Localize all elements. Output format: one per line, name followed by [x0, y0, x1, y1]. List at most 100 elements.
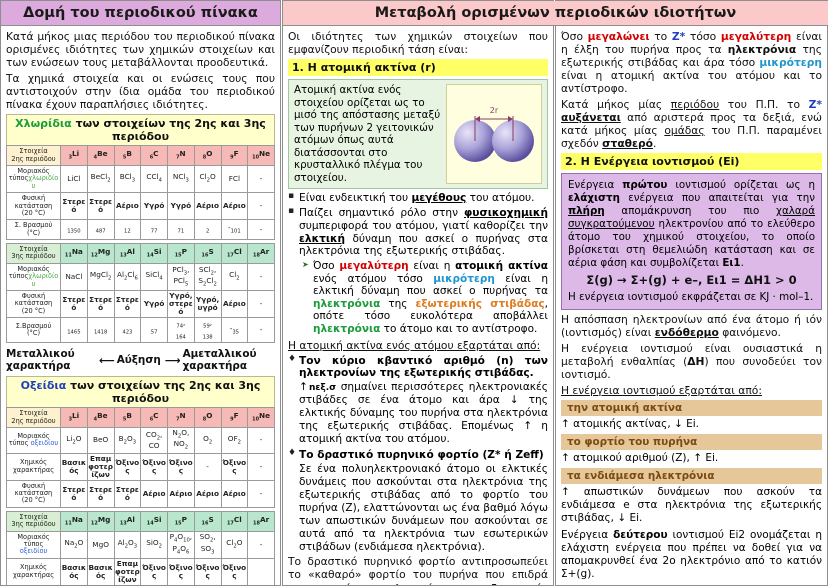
- section-1-heading: 1. Η ατομική ακτίνα (r): [288, 59, 548, 77]
- table-cell: Όξινος: [167, 452, 195, 481]
- table-cell: -: [247, 530, 275, 559]
- element-header-2: 5B: [113, 145, 142, 167]
- table-cell: Υγρό: [140, 289, 168, 319]
- row-header-0: Μοριακός τύποςχλωριδίου: [6, 165, 61, 194]
- ie-depends-heading: Η ενέργεια ιοντισμού εξαρτάται από:: [561, 383, 762, 397]
- element-header-6: 9F: [220, 407, 249, 429]
- rp1c: το: [649, 30, 672, 43]
- table-cell: Στερεό: [113, 479, 142, 508]
- table-cell: Όξινος: [140, 452, 168, 481]
- table-cell: Αέριο: [220, 289, 249, 319]
- ie-definition-text: Ενέργεια πρώτου ιοντισμού ορίζεται ως η …: [568, 179, 815, 269]
- table-cell: OF2: [220, 427, 249, 454]
- element-header-7: 10Ne: [247, 407, 275, 429]
- table-cell: Cl2: [220, 262, 249, 291]
- ie-factor-nuclear-charge: το φορτίο του πυρήνα: [561, 434, 822, 451]
- table-cell: -: [247, 427, 275, 454]
- chlorides-trend-mid: Αύξηση: [116, 354, 161, 367]
- table-cell: 2: [193, 219, 222, 241]
- table-cell: Cl2O: [220, 530, 249, 559]
- chlorides-table-block: Χλωρίδια των στοιχείων της 2ης και 3ης π…: [6, 114, 275, 344]
- pi: ηλεκτρονίου από το ελεύθερο άτομο του χη…: [568, 218, 815, 269]
- pa: Ενέργεια: [568, 179, 623, 192]
- ar10: εξωτερικής στιβάδας: [415, 297, 545, 310]
- table-row: Σ. Βρασμού (°C) 1350 487 12 77 71 2 -101-: [6, 219, 275, 241]
- ie-unit-line: Η ενέργεια ιοντισμού εκφράζεται σε ΚJ · …: [568, 290, 814, 303]
- table-cell: 423: [113, 317, 142, 344]
- element-header-2: 13Al: [113, 510, 142, 532]
- element-header-1: 12Mg: [86, 243, 115, 264]
- element-header-7: 18Ar: [247, 510, 275, 532]
- b1a: Είναι ενδεικτική του: [299, 192, 412, 205]
- ar7: είναι η ελκτική δύναμη που ασκεί ο πυρήν…: [313, 272, 549, 298]
- chlorides-period2-table: Στοιχεία 2ης περιόδου 3Li 4Be 5B 6C 7N 8O 9F 10Ne…: [6, 145, 275, 241]
- table-row: Μοριακός τύποςχλωριδίου LiCl BeCl2 BCl3 CCl4 N…: [6, 165, 275, 194]
- pk: .: [740, 256, 744, 269]
- rp2i: του Π.Π. παραμένει σχεδόν: [561, 124, 822, 151]
- table-cell: NCl3: [167, 165, 195, 194]
- b2c: συμπεριφορά του ατόμου, γιατί καθορίζει …: [299, 219, 548, 232]
- atom-radius-figure: 2r: [446, 84, 542, 185]
- pe: ενέργεια που απαιτείται για την: [619, 192, 815, 205]
- element-header-1: 4Be: [86, 145, 115, 167]
- table-cell: Βασικός: [60, 557, 88, 585]
- table-cell: Όξινος: [113, 452, 142, 481]
- table-cell: Αέριο: [220, 192, 249, 221]
- atomic-radius-relation: Όσο μεγαλύτερη είναι η ατομική ακτίνα εν…: [302, 260, 548, 336]
- rp1i: της εξωτερικής στιβάδας και άρα τόσο: [561, 43, 822, 70]
- element-header-5: 16S: [193, 510, 222, 532]
- table-cell: LiCl: [60, 165, 88, 194]
- table-header-row: Στοιχεία 3ης περιόδου 11Na 12Mg 13Al 14Si 15P 1…: [6, 243, 275, 264]
- table-header-row: Στοιχεία 2ης περιόδου 3Li 4Be 5B 6C 7N 8O 9F 10Ne: [6, 145, 275, 167]
- table-cell: B2O3: [113, 427, 142, 454]
- table-cell: Στερεό: [86, 479, 115, 508]
- d2-title: Το δραστικό πυρηνικό φορτίο (Ζ* ή Ζeff): [299, 449, 544, 462]
- table-cell: O2: [193, 427, 222, 454]
- row-header-1: Φυσική κατάσταση (20 °C): [6, 192, 61, 221]
- chlorides-period3-table: Στοιχεία 3ης περιόδου 11Na 12Mg 13Al 14Si 15P 1…: [6, 243, 275, 344]
- table-cell: Βασικός: [60, 452, 88, 481]
- table-cell: 57: [140, 317, 168, 344]
- ph: χαλαρά συγκρατούμενου: [568, 205, 815, 230]
- table-cell: 59, 138: [193, 317, 222, 344]
- table-cell: Αέριο: [167, 479, 195, 508]
- right-panel: Όσο μεγαλώνει το Ζ* τόσο μεγαλύτερη είνα…: [555, 0, 828, 586]
- table-cell: Επαμφοτερίζων: [86, 452, 115, 481]
- table-cell: Υγρό, στερεό: [167, 289, 195, 319]
- pg: απομάκρυνση του πιο: [604, 205, 777, 218]
- chlorides-trend-right: Αμεταλλικού χαρακτήρα: [182, 348, 257, 373]
- r3a: Η απόσπαση ηλεκτρονίων από ένα άτομο ή ι…: [561, 312, 822, 339]
- ar11: , οπότε τόσο ευκολότερα αποβάλλει: [313, 297, 548, 323]
- ie-first-formula: Σ(g) → Σ+(g) + e–, Ει1 = ΔΗ1 > 0: [586, 273, 797, 288]
- b2a: Παίζει σημαντικό ρόλο στην: [299, 207, 464, 220]
- table-cell: Cl2O: [193, 165, 222, 194]
- ar3: είναι η: [408, 259, 456, 272]
- chlorides-trend-arrow: Μεταλλικού χαρακτήρα ⟵ Αύξηση ⟶ Αμεταλλι…: [6, 348, 275, 372]
- table-cell: Στερεό: [60, 192, 88, 221]
- element-header-5: 8O: [193, 407, 222, 429]
- zstar-trend-1: Όσο μεγαλώνει το Ζ* τόσο μεγαλύτερη είνα…: [561, 30, 822, 95]
- rp1f: μεγαλύτερη: [720, 30, 792, 43]
- oxides-period2-table: Στοιχεία 2ης περιόδου 3Li 4Be 5B 6C 7N 8O 9F 10Ne…: [6, 407, 275, 508]
- table-cell: Στερεό: [60, 289, 88, 319]
- atomic-radius-depends-heading: Η ατομική ακτίνα ενός ατόμου εξαρτάται α…: [288, 338, 541, 352]
- table-cell: -: [247, 479, 275, 508]
- table-cell: -: [247, 165, 275, 194]
- left-panel-title: Δομή του περιοδικού πίνακα: [1, 1, 280, 26]
- row-header-0: Μοριακός τύπος οξειδίου: [6, 427, 61, 454]
- pc: ιοντισμού ορίζεται ως η: [667, 179, 815, 192]
- chlorides-caption-rest: των στοιχείων της 2ης και 3ης περιόδου: [71, 117, 266, 144]
- depends-effective-charge: Το δραστικό πυρηνικό φορτίο (Ζ* ή Ζeff) …: [288, 448, 548, 553]
- two-atoms-diagram-icon: 2r: [454, 106, 534, 163]
- table-cell: PCl3, PCl5: [167, 262, 195, 291]
- b2b: φυσικοχημική: [464, 207, 548, 220]
- middle-panel: Μεταβολή ορισμένων περιοδικών ιδιοτήτων …: [282, 0, 828, 586]
- table-cell: Υγρό, υγρό: [193, 289, 222, 319]
- b2d: ελκτική: [299, 232, 346, 245]
- table-row: Χημικός χαρακτήρας Βασικός Επαμφοτερίζων Όξι…: [6, 452, 275, 481]
- oxides-caption: Οξείδια των στοιχείων της 2ης και 3ης πε…: [6, 376, 275, 408]
- left-panel: Δομή του περιοδικού πίνακα Κατά μήκος μι…: [0, 0, 281, 586]
- table-cell: SCl2, S2Cl2: [193, 262, 222, 291]
- rp2h: ομάδας: [664, 124, 705, 138]
